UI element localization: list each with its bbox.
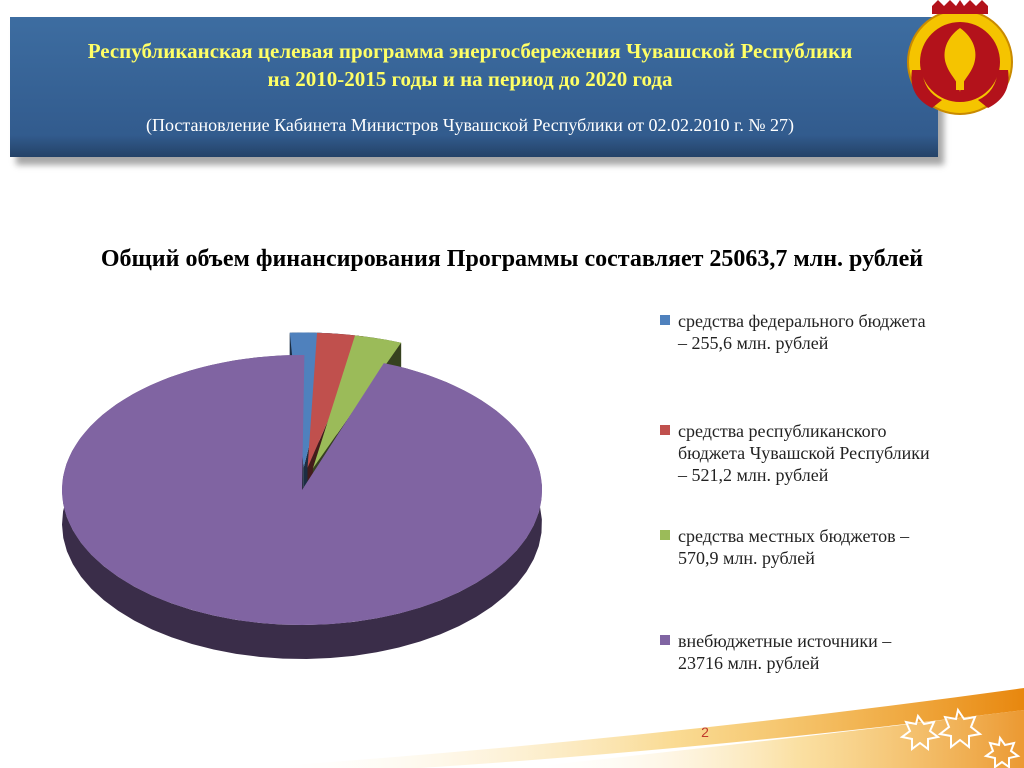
financing-subtitle: Общий объем финансирования Программы сос… bbox=[100, 246, 924, 272]
legend-label: – 521,2 млн. рублей bbox=[678, 465, 829, 485]
pie-slice-3 bbox=[62, 355, 543, 625]
header-title-line2: на 2010-2015 годы и на период до 2020 го… bbox=[267, 67, 673, 91]
legend-label: средства местных бюджетов – bbox=[678, 526, 910, 546]
footer-decoration bbox=[250, 688, 1024, 768]
legend-swatch bbox=[660, 315, 670, 325]
legend-label: внебюджетные источники – bbox=[678, 631, 892, 651]
legend-label: бюджета Чувашской Республики bbox=[678, 443, 930, 463]
ornament-star-icon bbox=[983, 735, 1021, 768]
ornament-star-icon bbox=[937, 707, 983, 750]
header-title-line1: Республиканская целевая программа энерго… bbox=[87, 39, 853, 63]
pie-slice-2 bbox=[312, 335, 402, 469]
pie-chart bbox=[62, 332, 543, 659]
legend-label: средства федерального бюджета bbox=[678, 311, 926, 331]
legend-swatch bbox=[660, 635, 670, 645]
legend-label: 570,9 млн. рублей bbox=[678, 548, 815, 568]
legend-swatch bbox=[660, 530, 670, 540]
legend-label: 23716 млн. рублей bbox=[678, 653, 820, 673]
legend-label: – 255,6 млн. рублей bbox=[678, 333, 829, 353]
chuvash-emblem bbox=[907, 0, 1013, 115]
header-band: Республиканская целевая программа энерго… bbox=[10, 17, 938, 157]
ornament-star-icon bbox=[899, 713, 941, 751]
legend-label: средства республиканского bbox=[678, 421, 887, 441]
header-subtitle: (Постановление Кабинета Министров Чувашс… bbox=[145, 115, 795, 135]
header-title: Республиканская целевая программа энерго… bbox=[10, 37, 930, 93]
legend-swatch bbox=[660, 425, 670, 435]
page-number: 2 bbox=[701, 724, 709, 740]
